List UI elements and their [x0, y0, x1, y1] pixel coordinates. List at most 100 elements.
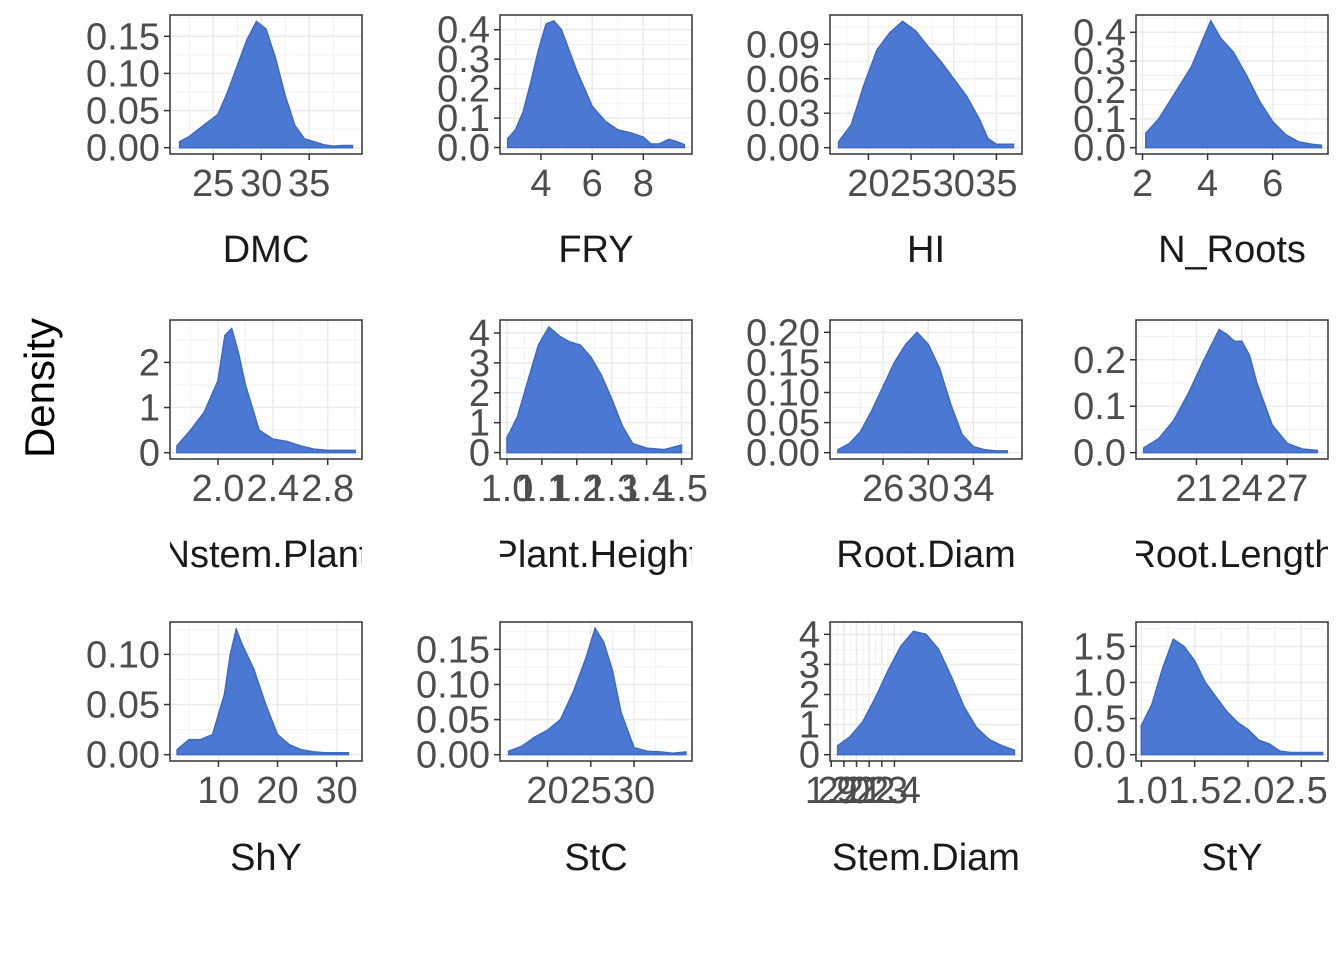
x-tick-label: 30 [933, 163, 975, 205]
x-tick-label: 25 [890, 163, 932, 205]
panel-border [169, 14, 363, 155]
x-tick-label: 1.5 [1168, 770, 1221, 812]
y-tick-label: 0.1 [1073, 386, 1126, 428]
x-tick-label: 30 [315, 770, 357, 812]
panel-stc: 0.000.050.100.15 20 25 30 StC [416, 621, 693, 879]
x-tick-label: 20 [526, 770, 568, 812]
y-tick-label: 2 [799, 675, 820, 717]
y-tick-label: 0.4 [1073, 12, 1126, 54]
x-tick-label: 1.3 [585, 468, 638, 510]
y-tick-label: 0.00 [86, 128, 160, 170]
y-tick-label: 0.05 [746, 403, 820, 445]
y-tick-label: 0.0 [1073, 128, 1126, 170]
y-tick-label: 0 [469, 433, 490, 475]
panel-root-length: 0.0 0.10.2 21 24 27 Root.Length [1073, 319, 1335, 576]
y-tick-label: 0.4 [437, 10, 490, 52]
x-axis-label: Plant.Height [492, 534, 699, 576]
x-tick-label: 2.0 [817, 770, 870, 812]
y-tick-label: 1.5 [1073, 626, 1126, 668]
x-tick-label: 1.0 [1115, 770, 1168, 812]
x-tick-label: 10 [197, 770, 239, 812]
y-tick-label: 0.15 [416, 629, 490, 671]
panel-border [1135, 621, 1329, 762]
panel-nstem-plant: 012 2.0 2.4 2.8 Nstem.Plant [139, 319, 363, 576]
x-tick-label: 2.2 [843, 770, 896, 812]
y-tick-label: 0.09 [746, 24, 820, 66]
y-tick-label: 0.00 [416, 735, 490, 777]
panel-shy: 0.00 0.05 0.10 10 20 30 ShY [86, 621, 363, 879]
x-tick-label: 26 [862, 468, 904, 510]
y-tick-label: 0.05 [86, 91, 160, 133]
density-area [837, 331, 1009, 454]
x-tick-label: 30 [907, 468, 949, 510]
x-tick-label: 1.1 [515, 468, 568, 510]
x-tick-label: 1.2 [550, 468, 603, 510]
y-tick-label: 2 [139, 342, 160, 384]
panel-border [829, 14, 1023, 155]
y-tick-label: 0.06 [746, 59, 820, 101]
y-tick-label: 4 [469, 313, 490, 355]
y-tick-label: 0.2 [1073, 70, 1126, 112]
y-tick-label: 0.3 [1073, 41, 1126, 83]
x-axis-label: StY [1201, 837, 1262, 879]
x-axis-label: StC [564, 837, 627, 879]
panel-border [499, 14, 693, 155]
x-tick-label: 27 [1266, 468, 1308, 510]
panel-border [169, 621, 363, 762]
x-tick-label: 4 [1197, 163, 1218, 205]
y-tick-label: 1 [469, 403, 490, 445]
y-tick-label: 0.2 [1073, 340, 1126, 382]
x-tick-label: 21 [1175, 468, 1217, 510]
y-tick-label: 0.10 [86, 53, 160, 95]
y-tick-label: 0.0 [437, 128, 490, 170]
panel-border [829, 621, 1023, 762]
x-tick-label: 35 [975, 163, 1017, 205]
y-tick-label: 0.1 [437, 98, 490, 140]
y-tick-label: 3 [799, 644, 820, 686]
x-tick-label: 2.0 [192, 468, 245, 510]
x-tick-label: 1.0 [481, 468, 534, 510]
x-axis-label: Root.Length [1128, 534, 1335, 576]
y-tick-label: 1 [799, 705, 820, 747]
panel-border [499, 621, 693, 762]
x-tick-label: 30 [240, 163, 282, 205]
x-tick-label: 2.3 [855, 770, 908, 812]
x-tick-label: 30 [613, 770, 655, 812]
x-tick-label: 6 [582, 163, 603, 205]
density-area [506, 20, 686, 149]
y-tick-label: 1.0 [1073, 662, 1126, 704]
y-tick-label: 1 [139, 388, 160, 430]
density-area [1142, 328, 1319, 454]
y-tick-label: 0.5 [1073, 699, 1126, 741]
y-tick-label: 0.2 [437, 69, 490, 111]
y-tick-label: 0.3 [437, 39, 490, 81]
x-axis-label: N_Roots [1158, 229, 1306, 271]
y-tick-label: 0.0 [1073, 735, 1126, 777]
panel-n-roots: 0.00.10.20.30.4 2 4 6 N_Roots [1073, 12, 1329, 271]
x-tick-label: 2.4 [246, 468, 299, 510]
y-tick-label: 0.00 [746, 433, 820, 475]
y-tick-label: 0.15 [86, 16, 160, 58]
x-axis-label: HI [907, 229, 945, 271]
panel-border [169, 319, 363, 460]
y-tick-label: 0.05 [86, 685, 160, 727]
panel-dmc: 0.000.050.100.15 25 30 35 DMC [86, 14, 363, 271]
x-tick-label: 20 [847, 163, 889, 205]
density-area [1145, 19, 1323, 149]
panel-border [1135, 14, 1329, 155]
density-area [836, 630, 1016, 756]
x-axis-label: FRY [558, 229, 633, 271]
x-tick-label: 4 [530, 163, 551, 205]
y-tick-label: 0.0 [1073, 433, 1126, 475]
y-axis-label: Density [16, 318, 63, 458]
panel-hi: 0.000.030.060.09 20 25 30 35 HI [746, 14, 1023, 271]
y-tick-label: 0.10 [86, 634, 160, 676]
x-tick-label: 25 [192, 163, 234, 205]
x-tick-label: 1.9 [805, 770, 858, 812]
x-axis-label: Root.Diam [836, 534, 1016, 576]
y-tick-label: 3 [469, 343, 490, 385]
